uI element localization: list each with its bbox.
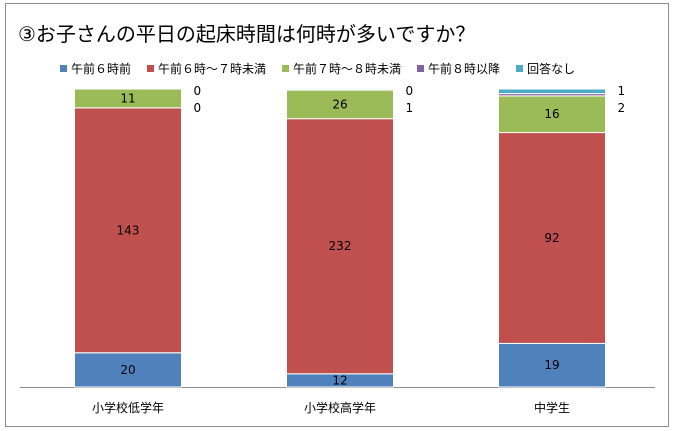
data-label: 1 xyxy=(406,101,414,115)
data-label: 11 xyxy=(120,91,135,105)
data-label: 232 xyxy=(329,239,352,253)
data-label: 143 xyxy=(117,223,140,237)
bar-segment xyxy=(74,352,182,388)
bar-segment xyxy=(498,342,606,388)
category-label: 小学校高学年 xyxy=(304,400,376,415)
bar-segment xyxy=(498,132,606,344)
legend-swatch xyxy=(147,64,155,72)
chart-title: ③お子さんの平日の起床時間は何時が多いですか？ xyxy=(18,22,476,46)
legend-item: 午前７時～８時未満 xyxy=(282,60,401,77)
data-label: 0 xyxy=(406,84,414,98)
data-label: 2 xyxy=(618,101,626,115)
bar-segment xyxy=(74,107,182,354)
legend-item: 午前８時以降 xyxy=(417,60,500,77)
legend-label: 午前６時～７時未満 xyxy=(158,61,267,76)
legend-swatch xyxy=(516,64,524,72)
legend-item: 午前６時前 xyxy=(60,60,131,77)
bar-segment xyxy=(74,88,182,109)
category-label: 小学校低学年 xyxy=(92,400,164,415)
data-label: 92 xyxy=(544,231,559,245)
legend-item: 回答なし xyxy=(516,60,575,77)
legend-swatch xyxy=(417,64,425,72)
bar-segment xyxy=(286,89,394,120)
data-label: 1 xyxy=(618,84,626,98)
category-label: 中学生 xyxy=(534,400,570,415)
legend-label: 午前８時以降 xyxy=(428,61,501,76)
data-label: 12 xyxy=(332,373,347,387)
bar-segment xyxy=(286,88,394,91)
legend-swatch xyxy=(60,64,67,72)
legend-label: 午前６時前 xyxy=(71,61,132,76)
data-label: 19 xyxy=(544,358,559,372)
data-label: 16 xyxy=(544,107,559,121)
data-label: 0 xyxy=(194,101,202,115)
legend-label: 回答なし xyxy=(527,61,576,76)
bar-segment xyxy=(498,88,606,95)
legend-label: 午前７時～８時未満 xyxy=(293,61,402,76)
chart-legend: 午前６時前 午前６時～７時未満 午前７時～８時未満 午前８時以降 回答なし xyxy=(60,60,575,76)
data-label: 0 xyxy=(194,84,202,98)
legend-item: 午前６時～７時未満 xyxy=(147,60,266,77)
bar-segment xyxy=(286,118,394,375)
data-label: 26 xyxy=(332,97,347,111)
legend-swatch xyxy=(282,64,290,72)
data-label: 20 xyxy=(120,363,135,377)
bar-segment xyxy=(498,95,606,134)
